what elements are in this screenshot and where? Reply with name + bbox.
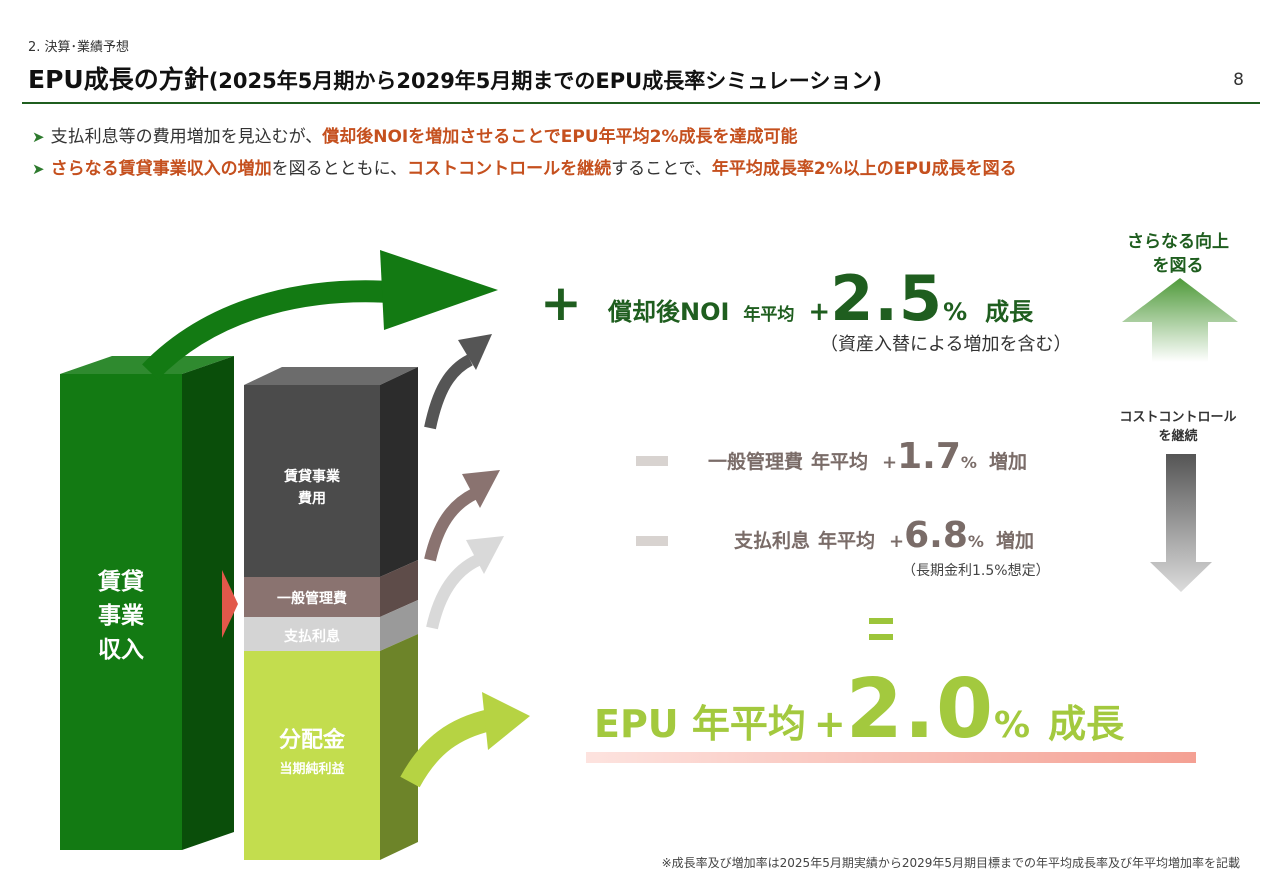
noi-note: （資産入替による増加を含む） <box>820 334 1072 355</box>
admin-cost-value: 1.7 <box>897 436 961 477</box>
cost-control-line-2: を継続 <box>1158 429 1198 444</box>
interest-cost-avg: 年平均 <box>818 530 876 552</box>
cost-control-arrow-icon <box>1150 454 1212 592</box>
bullet-2-highlight-1: さらなる賃貸事業収入の増加 <box>50 159 272 179</box>
bullet-2-highlight-3: 年平均成長率2%以上のEPU成長を図る <box>711 159 1017 179</box>
interest-cost-sign: + <box>889 531 905 552</box>
epu-growth-label: 成長 <box>1048 702 1125 746</box>
expense-label-line: 賃貸事業 <box>284 469 340 485</box>
dividend-arrow-icon <box>400 692 530 788</box>
interest-cost-pct: % <box>967 532 984 551</box>
admin-cost-increase: 増加 <box>988 451 1027 473</box>
interest-cost-label: 支払利息 <box>734 530 811 552</box>
title-divider <box>22 102 1260 104</box>
noi-growth-label: 成長 <box>985 298 1034 326</box>
noi-growth-line: 償却後NOI 年平均 +2.5% 成長 <box>608 262 1033 335</box>
revenue-bar <box>60 356 234 850</box>
revenue-label-line: 事業 <box>98 603 144 629</box>
epu-underline-bar <box>586 752 1196 763</box>
epu-growth-line: EPU 年平均 +2.0% 成長 <box>594 662 1124 757</box>
noi-label: 償却後NOI <box>608 298 730 326</box>
interest-segment-label: 支払利息 <box>284 629 340 645</box>
bullet-2-text-1: を図るとともに、 <box>271 159 408 179</box>
admin-cost-label: 一般管理費 <box>708 451 804 473</box>
further-improve-label: さらなる向上 を図る <box>1108 230 1248 278</box>
epu-value: 2.0 <box>845 662 995 757</box>
noi-plus-sign: + <box>540 274 582 332</box>
revenue-label-line: 収入 <box>98 637 144 663</box>
arrow-bullet-icon: ➤ <box>32 128 45 146</box>
cost-control-line-1: コストコントロール <box>1119 410 1237 425</box>
admin-cost-sign: + <box>882 452 898 473</box>
admin-cost-avg: 年平均 <box>811 451 869 473</box>
admin-cost-pct: % <box>960 453 977 472</box>
admin-minus-icon <box>636 456 668 466</box>
expense-label-line: 費用 <box>298 491 326 507</box>
noi-pct: % <box>943 298 968 326</box>
section-label: 2. 決算･業績予想 <box>28 40 130 55</box>
revenue-pointer-icon <box>222 570 238 638</box>
page-title-sub: (2025年5月期から2029年5月期までのEPU成長率シミュレーション) <box>208 69 882 93</box>
bullet-2-text-2: することで、 <box>611 159 712 179</box>
noi-arrow-icon <box>142 250 498 380</box>
epu-label: EPU 年平均 <box>594 702 806 746</box>
noi-sign: + <box>808 297 831 327</box>
expense-bar-label: 賃貸事業 費用 <box>244 466 380 510</box>
dividend-segment-label: 分配金 <box>278 728 345 753</box>
arrow-bullet-icon: ➤ <box>32 160 45 178</box>
dividend-sub-label: 当期純利益 <box>279 762 345 777</box>
page-number: 8 <box>1233 70 1244 90</box>
further-improve-arrow-icon <box>1122 278 1238 362</box>
bullet-1-text: 支払利息等の費用増加を見込むが、 <box>50 127 323 147</box>
noi-value: 2.5 <box>830 262 944 335</box>
interest-cost-increase: 増加 <box>995 530 1034 552</box>
revenue-label-line: 賃貸 <box>98 569 144 595</box>
footnote: ※成長率及び増加率は2025年5月期実績から2029年5月期目標までの年平均成長… <box>661 856 1240 870</box>
admin-segment-label: 一般管理費 <box>277 591 347 607</box>
further-line-1: さらなる向上 <box>1127 232 1229 252</box>
stacked-bar <box>244 367 418 860</box>
interest-cost-line: 支払利息 年平均 +6.8% 増加 <box>734 515 1034 556</box>
expense-arrow-icon <box>424 334 492 430</box>
epu-sign: + <box>813 702 846 746</box>
bullet-2-highlight-2: コストコントロールを継続 <box>407 159 612 179</box>
interest-rate-note: （長期金利1.5%想定） <box>902 563 1050 579</box>
bullet-1: ➤ 支払利息等の費用増加を見込むが、償却後NOIを増加させることでEPU年平均2%… <box>32 122 797 147</box>
admin-cost-line: 一般管理費 年平均 +1.7% 増加 <box>708 436 1027 477</box>
admin-arrow-icon <box>424 470 500 562</box>
equals-sign-icon <box>869 618 893 650</box>
page-title-main: EPU成長の方針 <box>28 65 209 94</box>
interest-arrow-icon <box>426 536 504 630</box>
further-line-2: を図る <box>1152 256 1204 276</box>
cost-control-label: コストコントロール を継続 <box>1108 408 1248 446</box>
epu-pct: % <box>994 705 1031 746</box>
bullet-2: ➤ さらなる賃貸事業収入の増加を図るとともに、コストコントロールを継続することで、… <box>32 154 1017 179</box>
interest-minus-icon <box>636 536 668 546</box>
revenue-bar-label: 賃貸 事業 収入 <box>60 565 182 667</box>
page-title: EPU成長の方針(2025年5月期から2029年5月期までのEPU成長率シミュレ… <box>28 60 882 96</box>
interest-cost-value: 6.8 <box>904 515 968 556</box>
noi-avg-label: 年平均 <box>743 305 795 325</box>
bullet-1-highlight: 償却後NOIを増加させることでEPU年平均2%成長を達成可能 <box>322 127 798 147</box>
